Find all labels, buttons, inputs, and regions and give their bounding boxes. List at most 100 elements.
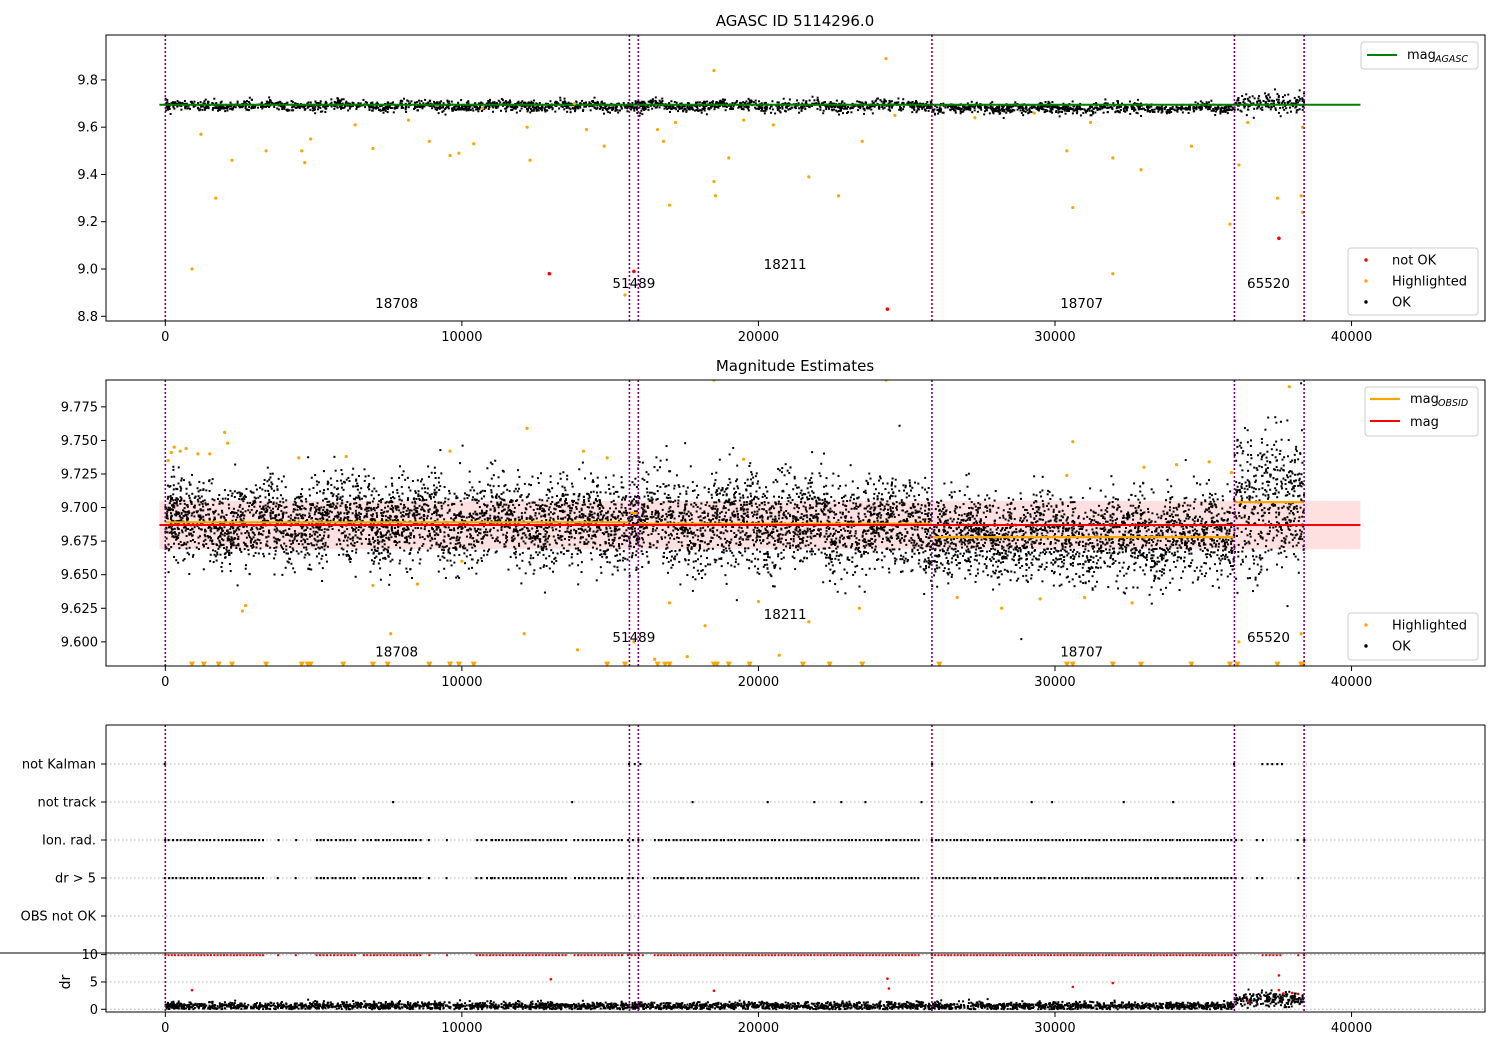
p1-ok-point (399, 100, 402, 103)
p1-ok-point (535, 109, 538, 112)
p2-ok-point (220, 509, 223, 512)
p1-ok-point (743, 105, 746, 108)
p2-ok-point (441, 545, 444, 548)
p2-ok-point (596, 500, 599, 503)
p2-ok-point (561, 509, 564, 512)
p1-ok-point (843, 102, 846, 105)
p2-ok-point (379, 578, 382, 581)
p2-ok-point (179, 489, 182, 492)
p2-ok-point (283, 542, 286, 545)
p2-ok-point (406, 498, 409, 501)
p1-ok-point (486, 102, 489, 105)
p2-ok-point (263, 517, 266, 520)
p2-ok-point (218, 502, 221, 505)
p1-ok-point (952, 105, 955, 108)
p2-ok-point (620, 476, 623, 479)
p1-ok-point (1139, 102, 1142, 105)
p2-ok-point (243, 498, 246, 501)
p2-ok-point (390, 527, 393, 530)
p2-ok-point (247, 532, 250, 535)
p2-ok-point (215, 559, 218, 562)
p1-ok-point (771, 108, 774, 111)
p1-ok-point (467, 109, 470, 112)
p2-ok-point (580, 507, 583, 510)
p2-ok-point (427, 475, 430, 478)
p2-ok-point (173, 527, 176, 530)
p1-ok-point (238, 105, 241, 108)
p1-ok-point (830, 106, 833, 109)
p2-ok-point (353, 544, 356, 547)
p2-ok-point (211, 498, 214, 501)
p2-ok-point (343, 530, 346, 533)
p1-ok-point (563, 97, 566, 100)
p2-ok-point (598, 500, 601, 503)
p2-ok-point (310, 476, 313, 479)
p2-ok-point (404, 528, 407, 531)
p1-ok-point (358, 105, 361, 108)
p2-ok-point (200, 501, 203, 504)
p1-ok-point (747, 105, 750, 108)
p1-ok-point (1019, 109, 1022, 112)
p1-ok-point (702, 104, 705, 107)
p1-ok-point (1005, 111, 1008, 114)
p1-ok-point (1120, 105, 1123, 108)
p1-ok-point (324, 102, 327, 105)
p1-ok-point (562, 102, 565, 105)
p2-ok-point (479, 516, 482, 519)
p2-ok-point (294, 508, 297, 511)
p1-ok-point (273, 106, 276, 109)
p1-ok-point (436, 101, 439, 104)
p2-ok-point (188, 533, 191, 536)
p1-highlighted-point (1139, 168, 1143, 172)
p2-ok-point (591, 534, 594, 537)
p2-ok-point (312, 530, 315, 533)
p2-ok-point (452, 546, 455, 549)
p2-ok-point (439, 485, 442, 488)
p1-ok-point (1134, 108, 1137, 111)
p2-ok-point (420, 527, 423, 530)
p1-ok-point (605, 105, 608, 108)
p1-ok-point (1298, 99, 1301, 102)
p2-ok-point (238, 505, 241, 508)
p2-ok-point (225, 513, 228, 516)
p2-ok-point (483, 549, 486, 552)
p1-highlighted-point (353, 123, 357, 127)
p2-ok-point (531, 527, 534, 530)
p1-ok-point (902, 105, 905, 108)
p1-ok-point (781, 107, 784, 110)
p2-ok-point (548, 567, 551, 570)
p1-ok-point (170, 102, 173, 105)
p1-ok-point (887, 102, 890, 105)
p1-ok-point (247, 108, 250, 111)
p1-ok-point (1210, 109, 1213, 112)
p1-ok-point (487, 101, 490, 104)
p1-ok-point (1139, 114, 1142, 117)
p1-ok-point (298, 107, 301, 110)
p2-ok-point (325, 497, 328, 500)
p2-ok-point (448, 492, 451, 495)
p1-ok-point (901, 101, 904, 104)
p2-ok-point (507, 568, 510, 571)
p2-ok-point (411, 559, 414, 562)
p1-ok-point (600, 101, 603, 104)
p2-ok-point (381, 535, 384, 538)
p2-ok-point (255, 488, 258, 491)
p1-ok-point (1029, 106, 1032, 109)
p1-ok-point (260, 102, 263, 105)
p1-ok-point (626, 107, 629, 110)
p2-ok-point (380, 498, 383, 501)
p1-ok-point (873, 105, 876, 108)
p2-ok-point (606, 517, 609, 520)
p2-ok-point (375, 515, 378, 518)
p1-ok-point (853, 104, 856, 107)
p2-ok-point (358, 526, 361, 529)
p2-ok-point (322, 518, 325, 521)
p2-ok-point (557, 501, 560, 504)
p2-ok-point (393, 515, 396, 518)
p1-ok-point (991, 110, 994, 113)
p1-highlighted-point (481, 106, 485, 110)
p1-ok-point (465, 104, 468, 107)
p2-ok-point (382, 534, 385, 537)
p1-ok-point (582, 102, 585, 105)
p2-ok-point (542, 535, 545, 538)
